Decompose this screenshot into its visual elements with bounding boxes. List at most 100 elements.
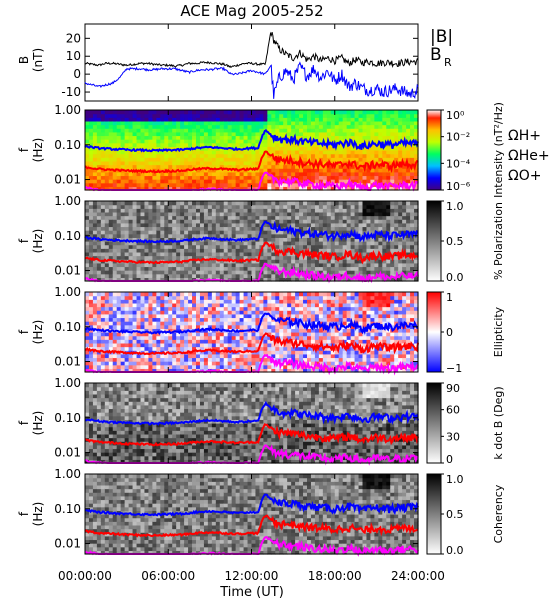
- heatmap-cell: [223, 168, 229, 173]
- heatmap-cell: [128, 186, 134, 191]
- heatmap-cell: [247, 120, 253, 126]
- heatmap-cell: [211, 153, 217, 158]
- heatmap-cell: [100, 317, 106, 322]
- heatmap-cell: [172, 135, 177, 140]
- heatmap-cell: [108, 313, 114, 319]
- heatmap-cell: [104, 211, 110, 217]
- heatmap-cell: [172, 230, 177, 235]
- heatmap-cell: [215, 208, 221, 213]
- heatmap-cell: [215, 346, 221, 351]
- heatmap-cell: [342, 113, 348, 118]
- heatmap-cell: [227, 117, 233, 122]
- heatmap-cell: [259, 131, 264, 137]
- heatmap-cell: [338, 142, 344, 147]
- heatmap-cell: [196, 266, 201, 271]
- heatmap-cell: [370, 120, 375, 126]
- b-y-axis-label-top: B: [17, 56, 31, 64]
- heatmap-cell: [263, 204, 268, 209]
- heatmap-cell: [366, 182, 372, 187]
- heatmap-cell: [148, 124, 153, 129]
- heatmap-cell: [156, 120, 161, 126]
- heatmap-cell: [100, 361, 106, 366]
- heatmap-cell: [164, 153, 169, 158]
- heatmap-cell: [291, 168, 296, 173]
- heatmap-cell: [140, 233, 146, 238]
- heatmap-cell: [322, 113, 328, 118]
- heatmap-cell: [148, 306, 153, 311]
- heatmap-cell: [108, 317, 114, 322]
- heatmap-cell: [239, 255, 245, 260]
- heatmap-cell: [263, 259, 268, 264]
- heatmap-cell: [362, 273, 368, 278]
- heatmap-cell: [108, 215, 114, 220]
- heatmap-cell: [136, 164, 142, 169]
- heatmap-cell: [354, 113, 360, 118]
- heatmap-cell: [176, 120, 181, 126]
- heatmap-cell: [156, 270, 161, 275]
- heatmap-cell: [188, 128, 193, 133]
- heatmap-cell: [164, 277, 169, 282]
- heatmap-cell: [227, 135, 233, 140]
- heatmap-cell: [92, 317, 98, 322]
- heatmap-cell: [164, 357, 169, 362]
- heatmap-cell: [259, 299, 264, 304]
- heatmap-cell: [219, 124, 225, 129]
- heatmap-cell: [227, 313, 233, 319]
- heatmap-cell: [188, 215, 193, 220]
- heatmap-cell: [148, 186, 153, 191]
- heatmap-cell: [203, 342, 209, 348]
- heatmap-cell: [219, 273, 225, 278]
- heatmap-cell: [322, 110, 328, 115]
- heatmap-cell: [350, 164, 356, 169]
- heatmap-cell: [350, 131, 356, 137]
- heatmap-cell: [231, 324, 237, 329]
- heatmap-cell: [136, 335, 142, 340]
- heatmap-cell: [168, 310, 173, 315]
- heatmap-cell: [394, 175, 399, 180]
- heatmap-cell: [92, 339, 98, 344]
- heatmap-cell: [144, 328, 150, 333]
- heatmap-cell: [199, 179, 205, 184]
- heatmap-cell: [231, 266, 237, 271]
- heatmap-cell: [108, 266, 114, 271]
- heatmap-cell: [180, 339, 185, 344]
- heatmap-cell: [382, 171, 387, 177]
- heatmap-cell: [108, 204, 114, 209]
- heatmap-cell: [199, 230, 205, 235]
- heatmap-cell: [322, 157, 328, 162]
- heatmap-cell: [410, 266, 415, 271]
- heatmap-cell: [287, 211, 292, 217]
- heatmap-cell: [255, 150, 261, 155]
- heatmap-cell: [132, 110, 138, 115]
- heatmap-cell: [211, 135, 217, 140]
- heatmap-cell: [203, 313, 209, 319]
- heatmap-cell: [188, 292, 193, 297]
- heatmap-cell: [219, 226, 225, 231]
- heatmap-cell: [390, 204, 395, 209]
- heatmap-cell: [303, 208, 308, 213]
- heatmap-cell: [239, 241, 245, 246]
- heatmap-cell: [243, 313, 249, 319]
- heatmap-cell: [247, 171, 253, 177]
- heatmap-cell: [124, 186, 130, 191]
- heatmap-cell: [223, 211, 229, 217]
- heatmap-cell: [207, 110, 213, 115]
- heatmap-cell: [247, 222, 253, 228]
- heatmap-cell: [318, 175, 324, 180]
- heatmap-cell: [160, 266, 165, 271]
- heatmap-cell: [124, 332, 130, 337]
- heatmap-cell: [219, 259, 225, 264]
- heatmap-cell: [303, 128, 308, 133]
- heatmap-cell: [104, 302, 110, 308]
- heatmap-cell: [314, 262, 320, 268]
- heatmap-cell: [406, 135, 411, 140]
- heatmap-cell: [124, 208, 130, 213]
- heatmap-cell: [275, 353, 280, 359]
- heatmap-cell: [223, 186, 229, 191]
- heatmap-cell: [235, 255, 241, 260]
- heatmap-cell: [108, 244, 114, 249]
- heatmap-cell: [132, 251, 138, 257]
- heatmap-cell: [219, 230, 225, 235]
- heatmap-cell: [85, 361, 90, 366]
- heatmap-cell: [295, 204, 300, 209]
